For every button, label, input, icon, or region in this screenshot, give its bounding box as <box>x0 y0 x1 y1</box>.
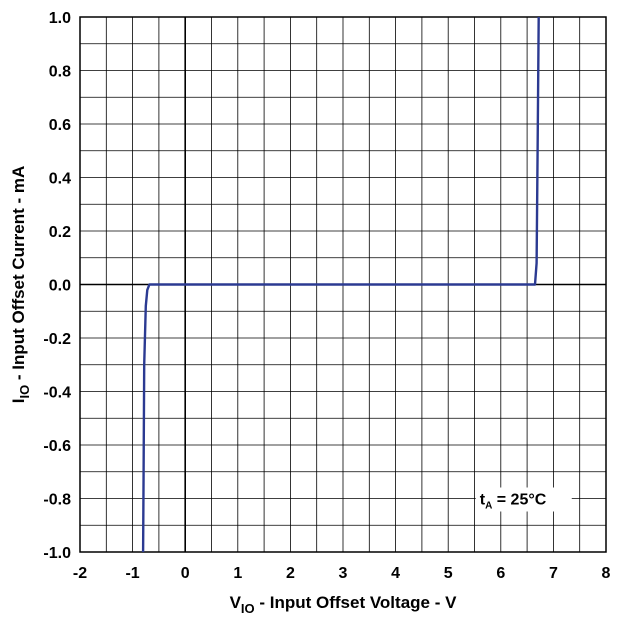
y-tick-label: -0.2 <box>43 331 71 348</box>
y-axis-title-main: I <box>9 399 28 404</box>
x-tick-label: 1 <box>233 565 242 582</box>
x-tick-label: 6 <box>496 565 505 582</box>
x-tick-label: 2 <box>286 565 295 582</box>
y-tick-labels: -1.0 -0.8 -0.6 -0.4 -0.2 0.0 0.2 0.4 0.6 0.8 1.0 <box>43 10 71 562</box>
y-tick-label: 0.6 <box>49 117 71 134</box>
y-axis-title: IIO - Input Offset Current - mA <box>9 166 32 404</box>
x-axis-title-rest: - Input Offset Voltage - V <box>255 593 457 612</box>
y-tick-label: 0.4 <box>49 171 71 188</box>
y-tick-label: -0.4 <box>43 385 71 402</box>
y-tick-label: -0.8 <box>43 492 71 509</box>
annotation-rest: = 25°C <box>492 492 546 509</box>
annotation-background <box>475 487 572 512</box>
annotation-main: t <box>480 492 486 509</box>
x-tick-label: 8 <box>602 565 611 582</box>
y-axis-title-rest: - Input Offset Current - mA <box>9 166 28 385</box>
x-tick-labels: -2 -1 0 1 2 3 4 5 6 7 8 <box>73 565 611 582</box>
x-axis-title-subscript: IO <box>241 601 255 616</box>
series-layer <box>141 16 540 553</box>
series-line <box>141 16 540 553</box>
x-tick-label: 3 <box>339 565 348 582</box>
x-axis-title: VIO - Input Offset Voltage - V <box>230 593 458 616</box>
annotation-text: tA = 25°C <box>480 492 547 512</box>
x-tick-label: 0 <box>181 565 190 582</box>
x-tick-label: 7 <box>549 565 558 582</box>
y-tick-label: -1.0 <box>43 545 71 562</box>
x-tick-label: -1 <box>125 565 139 582</box>
annotation-box: tA = 25°C <box>475 487 572 512</box>
x-tick-label: 5 <box>444 565 453 582</box>
x-axis-title-main: V <box>230 593 242 612</box>
y-axis-title-subscript: IO <box>17 385 32 399</box>
y-tick-label: 0.2 <box>49 224 71 241</box>
y-tick-label: 0.8 <box>49 64 71 81</box>
annotation-subscript: A <box>485 501 492 512</box>
y-tick-label: 0.0 <box>49 278 71 295</box>
y-tick-label: -0.6 <box>43 438 71 455</box>
plot-frame <box>79 16 607 553</box>
x-tick-label: -2 <box>73 565 87 582</box>
y-tick-label: 1.0 <box>49 10 71 27</box>
x-tick-label: 4 <box>391 565 400 582</box>
